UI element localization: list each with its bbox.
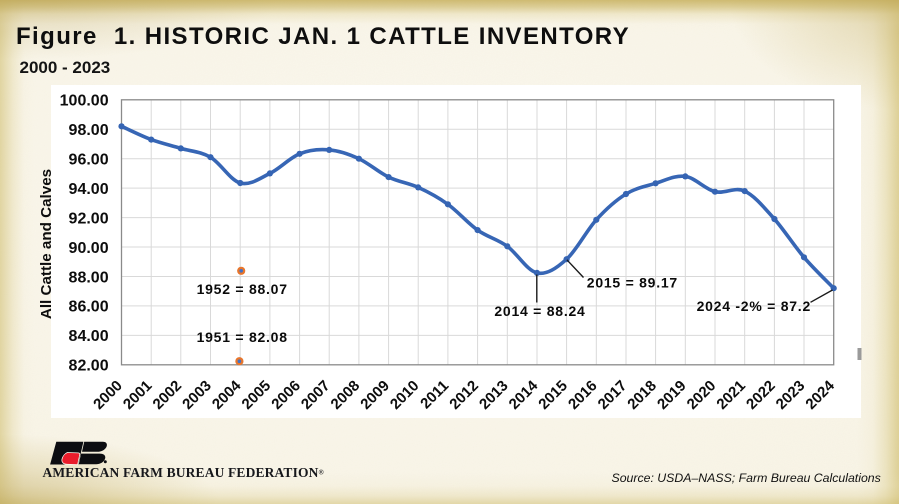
svg-text:92.00: 92.00 [69,210,109,227]
svg-text:2010: 2010 [387,377,423,413]
svg-text:2020: 2020 [684,377,720,413]
svg-text:90.00: 90.00 [69,240,109,257]
svg-text:1952 = 88.07: 1952 = 88.07 [197,281,288,297]
svg-text:98.00: 98.00 [69,122,109,139]
svg-text:2005: 2005 [239,377,275,413]
svg-text:96.00: 96.00 [69,152,109,169]
svg-text:86.00: 86.00 [69,299,109,316]
svg-text:2015 = 89.17: 2015 = 89.17 [587,275,678,291]
svg-text:2004: 2004 [209,377,245,413]
svg-text:2013: 2013 [476,377,512,413]
svg-text:2002: 2002 [150,377,186,413]
svg-text:100.00: 100.00 [60,93,109,110]
svg-text:2008: 2008 [328,377,364,413]
svg-text:2021: 2021 [713,377,749,413]
svg-text:2014: 2014 [506,377,542,413]
svg-text:2016: 2016 [565,377,601,413]
svg-text:2006: 2006 [268,377,304,413]
svg-text:2023: 2023 [773,377,809,413]
svg-text:2024 -2% = 87.2: 2024 -2% = 87.2 [697,298,811,314]
svg-text:84.00: 84.00 [69,328,109,345]
svg-text:2000: 2000 [90,377,126,413]
svg-text:2014 = 88.24: 2014 = 88.24 [494,303,585,319]
svg-text:All Cattle and Calves: All Cattle and Calves [38,169,55,319]
svg-text:2018: 2018 [624,377,660,413]
svg-text:2007: 2007 [298,377,334,413]
svg-text:94.00: 94.00 [69,181,109,198]
svg-text:2011: 2011 [417,377,452,412]
svg-text:2022: 2022 [743,377,779,413]
svg-text:2017: 2017 [595,377,631,413]
svg-text:2015: 2015 [535,377,571,413]
svg-text:88.00: 88.00 [69,269,109,286]
svg-text:2001: 2001 [120,377,156,413]
svg-text:1951 = 82.08: 1951 = 82.08 [197,329,288,345]
svg-text:2012: 2012 [446,377,482,413]
svg-text:2003: 2003 [179,377,215,413]
svg-text:2019: 2019 [654,377,690,413]
svg-text:2009: 2009 [357,377,393,413]
svg-text:82.00: 82.00 [69,358,109,375]
svg-text:2024: 2024 [802,377,838,413]
